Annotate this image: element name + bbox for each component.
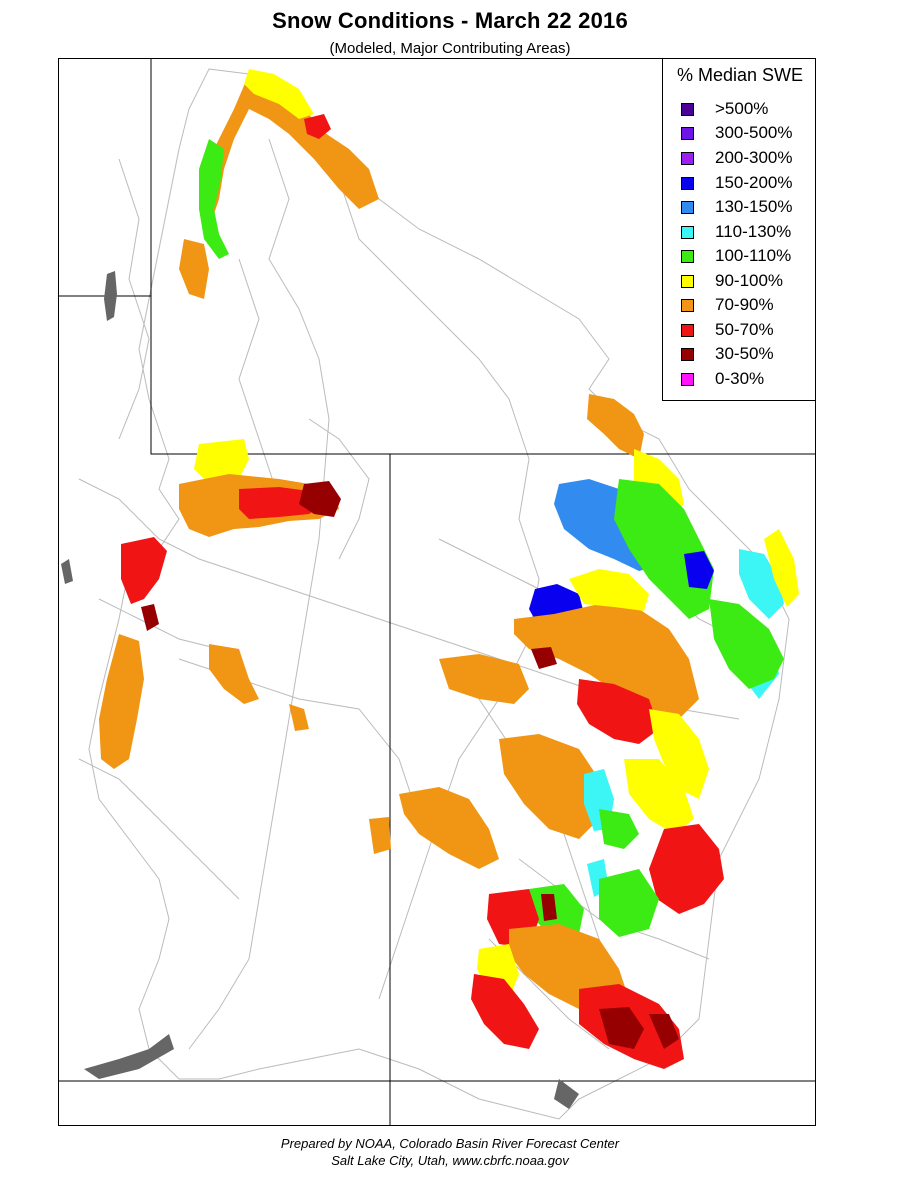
legend-label: 110-130%: [715, 222, 792, 241]
region-central-yellow: [569, 569, 649, 611]
legend-swatch: [681, 372, 694, 386]
snow-regions: [99, 69, 799, 1069]
region-sw-red2: [471, 974, 539, 1049]
legend-swatch: [681, 102, 694, 116]
legend-label: 150-200%: [715, 173, 793, 192]
region-west-darkred: [299, 481, 341, 517]
legend-label: 90-100%: [715, 271, 784, 290]
region-sw-orange: [399, 787, 499, 869]
region-north-orange: [199, 74, 379, 229]
region-mid-red: [577, 679, 659, 744]
map-subtitle: (Modeled, Major Contributing Areas): [329, 40, 571, 57]
basin-outline: [88, 68, 790, 1120]
legend-swatch: [681, 126, 694, 140]
region-central-darkred: [531, 647, 557, 669]
region-east-cyan: [739, 549, 784, 619]
legend-item: 70-90%: [681, 294, 774, 316]
map-legend: % Median SWE >500% 300-500% 200-300% 150…: [662, 58, 816, 401]
footer-credit-line1: Prepared by NOAA, Colorado Basin River F…: [280, 1136, 620, 1151]
state-boundaries: [59, 59, 815, 1125]
region-northwest-orange: [179, 239, 209, 299]
region-north-green: [199, 139, 229, 259]
legend-item: 50-70%: [681, 319, 774, 341]
region-east-yellow2: [764, 529, 799, 607]
legend-item: 150-200%: [681, 172, 793, 194]
legend-title: % Median SWE: [676, 65, 804, 85]
legend-label: 200-300%: [715, 148, 793, 167]
legend-item: 0-30%: [681, 368, 764, 390]
legend-item: 130-150%: [681, 196, 793, 218]
region-north-yellow: [244, 69, 314, 119]
legend-item: 30-50%: [681, 343, 774, 365]
region-westcenter-orange2: [289, 704, 309, 731]
region-central-orange: [514, 604, 699, 719]
region-farwest-red: [121, 537, 167, 604]
legend-swatch: [681, 151, 694, 165]
map-title: Snow Conditions - March 22 2016: [272, 8, 628, 33]
region-east-green2: [709, 599, 784, 689]
region-south-darkred: [599, 1007, 644, 1049]
region-farwest-darkred: [141, 604, 159, 631]
legend-swatch: [681, 200, 694, 214]
region-sw-darkred: [541, 894, 557, 921]
region-mid-green: [599, 809, 639, 849]
region-east-blue: [684, 551, 714, 589]
legend-label: 70-90%: [715, 295, 774, 314]
legend-label: 300-500%: [715, 123, 793, 142]
region-east-orange: [587, 394, 644, 459]
region-westcenter-orange: [209, 644, 259, 704]
legend-swatch: [681, 274, 694, 288]
legend-item: 200-300%: [681, 147, 793, 169]
lakes: [61, 271, 579, 1109]
region-south-darkred2: [649, 1014, 679, 1049]
legend-swatch: [681, 249, 694, 263]
snow-map: [59, 59, 815, 1125]
region-mid-yellow2: [624, 759, 694, 834]
region-mid-yellow: [649, 709, 709, 799]
region-west-yellow: [194, 439, 249, 484]
legend-label: 0-30%: [715, 369, 765, 388]
legend-swatch: [681, 323, 694, 337]
legend-swatch: [681, 347, 694, 361]
legend-label: 130-150%: [715, 197, 793, 216]
legend-swatch: [681, 298, 694, 312]
legend-label: 30-50%: [715, 344, 774, 363]
region-sw-orange2: [369, 817, 391, 854]
legend-item: 110-130%: [681, 221, 791, 243]
region-southeast-red: [649, 824, 724, 914]
legend-item: >500%: [681, 98, 768, 120]
legend-label: >500%: [715, 99, 769, 118]
region-mid-orange2: [499, 734, 599, 839]
legend-item: 300-500%: [681, 122, 793, 144]
legend-item: 90-100%: [681, 270, 783, 292]
legend-label: 50-70%: [715, 320, 774, 339]
footer-credit-line2: Salt Lake City, Utah, www.cbrfc.noaa.gov: [331, 1153, 569, 1168]
region-sw-green: [599, 869, 659, 937]
region-mid-orange: [439, 654, 529, 704]
region-north-red: [304, 114, 331, 139]
legend-swatch: [681, 225, 694, 239]
region-farwest-orange: [99, 634, 144, 769]
legend-item: 100-110%: [681, 245, 791, 267]
legend-swatch: [681, 176, 694, 190]
legend-label: 100-110%: [715, 246, 792, 265]
